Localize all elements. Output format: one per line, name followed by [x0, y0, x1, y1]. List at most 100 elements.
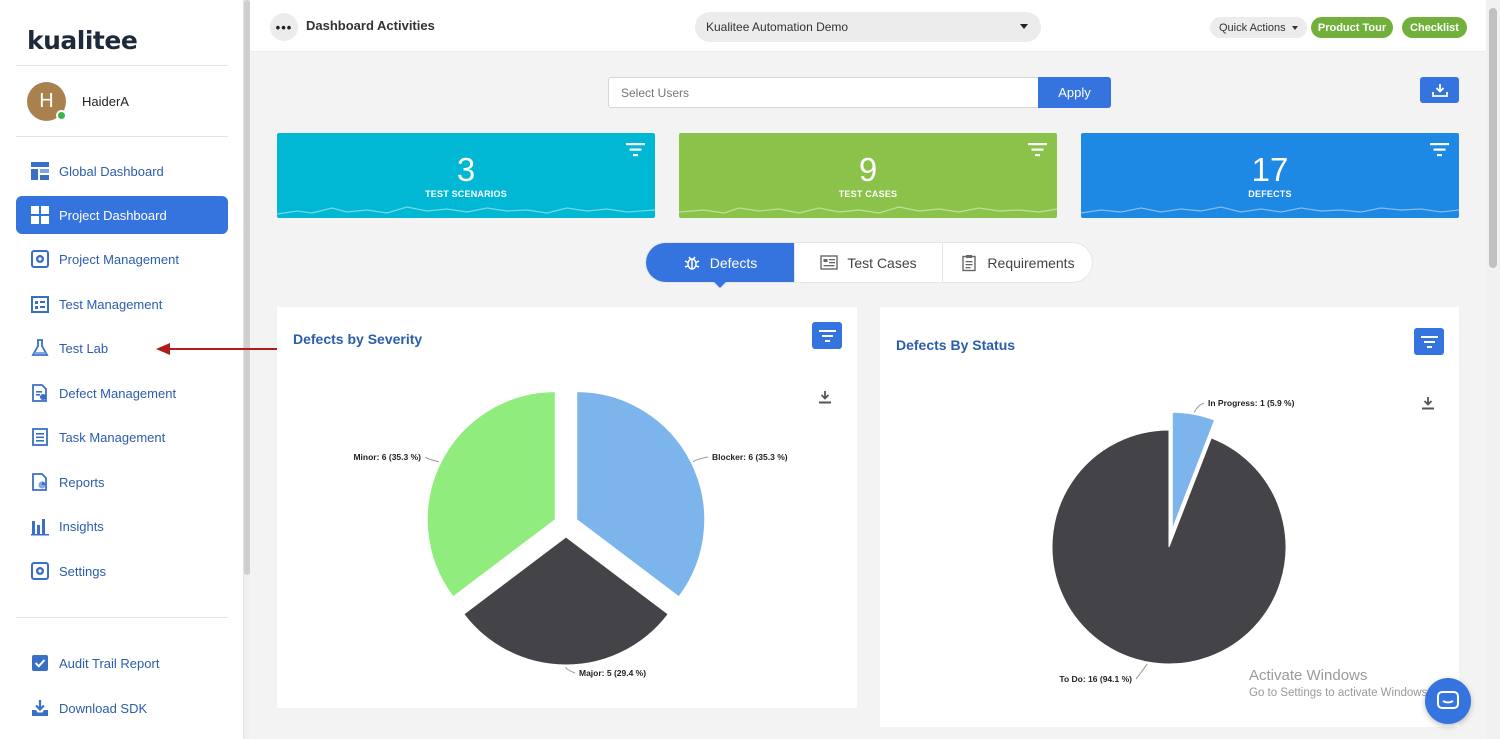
task-list-icon — [30, 427, 50, 447]
tab-label: Requirements — [987, 254, 1075, 271]
sidebar-item-test-lab[interactable]: Test Lab — [16, 329, 228, 367]
pie-slice-major[interactable] — [463, 536, 669, 666]
sidebar-item-task-management[interactable]: Task Management — [16, 418, 228, 456]
sidebar-item-label: Settings — [59, 563, 106, 579]
panel-title: Defects By Status — [896, 337, 1016, 353]
sidebar-scrollbar-thumb[interactable] — [244, 0, 250, 575]
pie-connector — [1193, 402, 1205, 413]
sidebar-item-label: Task Management — [59, 429, 166, 445]
sidebar-item-label: Defect Management — [59, 385, 177, 401]
apply-button[interactable]: Apply — [1038, 77, 1111, 108]
test-management-icon — [30, 294, 50, 314]
flask-icon — [30, 338, 50, 358]
sparkline-icon — [277, 206, 655, 215]
project-select-value: Kualitee Automation Demo — [706, 20, 849, 34]
chat-icon — [1437, 691, 1459, 709]
sidebar-item-global-dashboard[interactable]: Global Dashboard — [16, 152, 228, 190]
dashboard-icon — [30, 161, 50, 181]
sidebar-item-label: Download SDK — [59, 700, 148, 716]
download-button[interactable] — [1420, 77, 1459, 103]
sidebar-item-label: Project Dashboard — [59, 207, 167, 223]
tab-test-cases[interactable]: Test Cases — [795, 243, 942, 282]
sidebar-divider — [16, 136, 228, 137]
active-tab-pointer — [713, 281, 727, 288]
chat-button[interactable] — [1425, 678, 1471, 724]
filter-button[interactable] — [1414, 328, 1444, 355]
page-scrollbar[interactable] — [1486, 0, 1500, 739]
stat-value: 3 — [456, 151, 476, 188]
sidebar-scrollbar[interactable] — [244, 0, 250, 739]
clipboard-icon — [962, 254, 977, 271]
pie-data-label: To Do: 16 (94.1 %) — [1059, 674, 1132, 684]
filter-button[interactable] — [812, 322, 842, 349]
sidebar-item-audit-trail-report[interactable]: Audit Trail Report — [16, 644, 228, 682]
defect-doc-icon — [30, 383, 50, 403]
download-icon[interactable] — [1421, 396, 1435, 410]
user-profile[interactable]: H HaiderA — [27, 81, 129, 121]
tab-requirements[interactable]: Requirements — [943, 243, 1092, 282]
sidebar-item-insights[interactable]: Insights — [16, 507, 228, 545]
checklist-button[interactable]: Checklist — [1402, 17, 1467, 38]
page-scrollbar-thumb[interactable] — [1489, 8, 1497, 268]
filter-icon — [818, 329, 836, 342]
pie-connector — [424, 456, 439, 463]
download-icon — [1431, 84, 1448, 97]
product-tour-button[interactable]: Product Tour — [1311, 17, 1393, 38]
sidebar-item-label: Reports — [59, 474, 105, 490]
grid-icon — [30, 205, 50, 225]
select-users-input[interactable] — [608, 77, 1039, 108]
stat-value: 17 — [1251, 151, 1289, 188]
chevron-down-icon — [1020, 24, 1028, 29]
sidebar-item-defect-management[interactable]: Defect Management — [16, 374, 228, 412]
download-icon[interactable] — [818, 390, 832, 404]
panel-title: Defects by Severity — [293, 331, 423, 347]
stat-label: TEST CASES — [838, 189, 898, 199]
pie-slice-blocker[interactable] — [576, 391, 706, 598]
sidebar-item-label: Audit Trail Report — [59, 655, 160, 671]
app-logo[interactable]: kualitee — [27, 26, 138, 55]
pie-slice-minor[interactable] — [426, 391, 556, 598]
project-select[interactable]: Kualitee Automation Demo — [695, 12, 1041, 42]
filter-icon[interactable] — [626, 143, 645, 157]
sidebar-item-label: Global Dashboard — [59, 163, 164, 179]
sidebar-item-project-dashboard[interactable]: Project Dashboard — [16, 196, 228, 234]
pie-slice-in-progress[interactable] — [1171, 411, 1216, 530]
sparkline-icon — [679, 206, 1057, 214]
sparkline-icon — [1081, 206, 1459, 214]
page-title: Dashboard Activities — [306, 18, 435, 33]
sidebar-item-test-management[interactable]: Test Management — [16, 285, 228, 323]
user-name: HaiderA — [82, 93, 129, 109]
report-icon — [30, 472, 50, 492]
sidebar-item-download-sdk[interactable]: Download SDK — [16, 689, 228, 727]
pie-connector — [565, 666, 576, 674]
sidebar: kualitee H HaiderA Global Dashboard Proj… — [0, 0, 244, 739]
pie-data-label: Blocker: 6 (35.3 %) — [712, 452, 788, 462]
tab-defects[interactable]: Defects — [646, 243, 794, 282]
stat-label: TEST SCENARIOS — [425, 189, 507, 199]
online-status-icon — [56, 109, 67, 121]
sidebar-item-settings[interactable]: Settings — [16, 552, 228, 590]
checkbox-icon — [30, 653, 50, 673]
sidebar-item-project-management[interactable]: Project Management — [16, 240, 228, 278]
pie-connector — [692, 456, 709, 463]
download-tray-icon — [30, 698, 50, 718]
avatar[interactable]: H — [27, 81, 67, 121]
pie-slice-to-do[interactable] — [1051, 429, 1287, 665]
more-menu-button[interactable]: ••• — [270, 13, 298, 41]
tab-label: Defects — [709, 254, 758, 271]
stat-card-test-cases[interactable]: 9 TEST CASES — [679, 133, 1057, 218]
severity-pie-chart: Blocker: 6 (35.3 %) Major: 5 (29.4 %) Mino… — [353, 391, 788, 678]
stat-card-defects[interactable]: 17 DEFECTS — [1081, 133, 1459, 218]
sidebar-divider — [16, 617, 228, 618]
stat-card-test-scenarios[interactable]: 3 TEST SCENARIOS — [277, 133, 655, 218]
project-gear-icon — [30, 249, 50, 269]
dashboard-tabs: Defects Test Cases Requirements — [646, 243, 1092, 282]
caret-down-icon — [1291, 25, 1298, 30]
sidebar-item-label: Project Management — [59, 251, 179, 267]
filter-icon[interactable] — [1028, 143, 1047, 157]
sidebar-item-reports[interactable]: Reports — [16, 463, 228, 501]
watermark-line-2: Go to Settings to activate Windows. — [1249, 687, 1431, 699]
quick-actions-button[interactable]: Quick Actions — [1210, 17, 1307, 38]
activate-windows-watermark: Activate Windows Go to Settings to activ… — [1249, 667, 1431, 699]
filter-icon[interactable] — [1430, 143, 1449, 157]
